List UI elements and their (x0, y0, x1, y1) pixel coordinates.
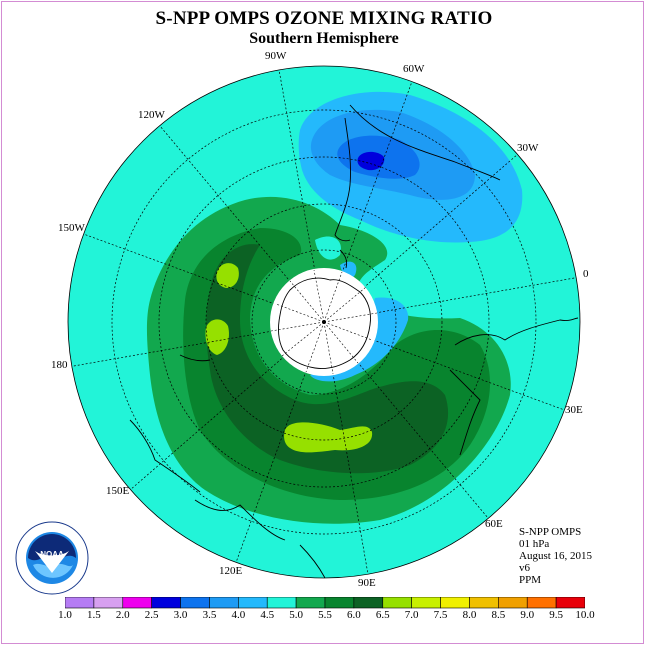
colorbar-tick-label: 6.0 (347, 609, 361, 621)
noaa-logo-text: NOAA (40, 550, 64, 559)
colorbar-tick-label: 6.5 (375, 609, 390, 621)
contour-6p5-blob (205, 319, 229, 355)
colorbar-tick-label: 9.0 (520, 609, 535, 621)
lon-label-0: 0 (583, 268, 589, 280)
lon-label-120w: 120W (138, 109, 165, 121)
colorbar-swatch (122, 597, 152, 609)
meta-version: v6 (519, 562, 530, 574)
colorbar-tick-label: 1.5 (87, 609, 101, 621)
lon-label-60w: 60W (403, 63, 425, 75)
colorbar-swatch (266, 597, 297, 609)
colorbar-tick-label: 10.0 (575, 609, 595, 621)
chart-subtitle: Southern Hemisphere (249, 30, 399, 47)
lon-label-180: 180 (51, 359, 68, 371)
contour-4p0-arc (310, 297, 409, 382)
colorbar-tick-label: 4.0 (231, 609, 246, 621)
colorbar-swatch (65, 597, 95, 609)
contour-4p5-inner (315, 236, 341, 260)
colorbar-swatch (238, 597, 268, 609)
colorbar-tick-label: 5.0 (289, 609, 303, 621)
lon-label-120e: 120E (219, 565, 243, 577)
colorbar-tick-label: 8.5 (491, 609, 506, 621)
contour-6p5-blob (284, 422, 373, 453)
contour-6p5-blob (216, 263, 239, 288)
colorbar-tick-label: 5.5 (318, 609, 332, 621)
lon-label-30w: 30W (517, 142, 539, 154)
colorbar (65, 597, 585, 609)
ozone-field (68, 66, 580, 578)
colorbar-tick-label: 8.0 (462, 609, 477, 621)
colorbar-swatch (469, 597, 499, 609)
colorbar-swatch (555, 597, 585, 609)
meta-pressure: 01 hPa (519, 538, 550, 550)
colorbar-swatch (382, 597, 412, 609)
colorbar-tick-label: 3.0 (173, 609, 188, 621)
antarctica-coastline (278, 277, 371, 369)
colorbar-swatch (440, 597, 470, 609)
contour-2p5-min (357, 151, 385, 171)
lon-label-60e: 60E (485, 518, 503, 530)
colorbar-swatch (93, 597, 124, 609)
colorbar-swatch (151, 597, 181, 609)
meta-date: August 16, 2015 (519, 550, 593, 562)
colorbar-tick-label: 9.5 (549, 609, 563, 621)
meta-units: PPM (519, 574, 542, 586)
lon-label-90e: 90E (358, 577, 376, 589)
noaa-logo-icon: NOAA (15, 521, 89, 595)
chart-title: S-NPP OMPS OZONE MIXING RATIO (155, 8, 493, 29)
pole-graticule (270, 269, 378, 375)
colorbar-swatch (411, 597, 441, 609)
colorbar-tick-label: 7.0 (404, 609, 419, 621)
lon-label-90w: 90W (265, 50, 287, 62)
metadata-block: S-NPP OMPS 01 hPa August 16, 2015 v6 PPM (519, 526, 592, 586)
lon-label-150w: 150W (58, 222, 85, 234)
colorbar-swatch (353, 597, 384, 609)
colorbar-swatch (180, 597, 210, 609)
colorbar-swatch (324, 597, 355, 609)
contour-6p0-core (206, 244, 449, 474)
lon-label-150e: 150E (106, 485, 130, 497)
colorbar-swatch (209, 597, 239, 609)
graticule (68, 66, 580, 578)
south-pole-marker (322, 320, 326, 324)
colorbar-swatch (295, 597, 326, 609)
coastlines (129, 104, 579, 578)
colorbar-tick-label: 7.5 (433, 609, 448, 621)
meta-instrument: S-NPP OMPS (519, 526, 582, 538)
colorbar-tick-label: 4.5 (260, 609, 275, 621)
lon-label-30e: 30E (565, 404, 583, 416)
colorbar-tick-label: 2.5 (144, 609, 159, 621)
colorbar-swatch (498, 597, 528, 609)
colorbar-tick-label: 1.0 (58, 609, 72, 621)
colorbar-swatch (526, 597, 557, 609)
colorbar-tick-label: 3.5 (202, 609, 217, 621)
colorbar-tick-label: 2.0 (115, 609, 130, 621)
